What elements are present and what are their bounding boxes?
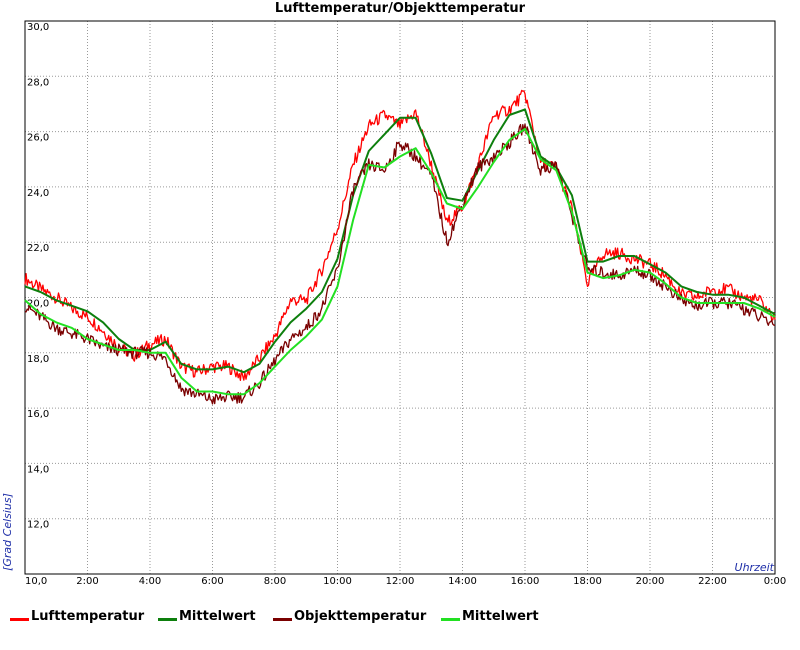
y-tick-label: 12,0	[27, 520, 49, 531]
x-tick-label: 16:00	[511, 576, 540, 587]
x-tick-label: 8:00	[264, 576, 286, 587]
y-tick-label: 28,0	[27, 77, 49, 88]
y-axis-label: [Grad Celsius]	[1, 493, 14, 571]
series-lines	[24, 89, 776, 405]
x-tick-label: 14:00	[448, 576, 477, 587]
legend-label: Mittelwert	[179, 608, 256, 624]
x-axis-label: Uhrzeit	[735, 561, 775, 574]
legend-label: Lufttemperatur	[31, 608, 145, 624]
legend-swatch-objekttemperatur	[273, 617, 292, 621]
y-tick-label: 18,0	[27, 354, 49, 365]
x-tick-label: 18:00	[573, 576, 602, 587]
y-axis-ticks: 12,0 14,0 16,0 18,0 20,0 22,0 24,0 26,0 28,0 30,0	[27, 22, 49, 531]
x-tick-label: 22:00	[698, 576, 727, 587]
legend: Lufttemperatur Mittelwert Objekttemperat…	[0, 606, 800, 630]
legend-swatch-mittelwert-2	[441, 617, 460, 621]
series-line-3	[24, 123, 776, 405]
grid-lines	[25, 21, 775, 574]
legend-item-mittelwert-2: Mittelwert	[441, 606, 539, 626]
legend-item-lufttemperatur: Lufttemperatur	[10, 606, 144, 626]
y-tick-label: 30,0	[27, 22, 49, 33]
legend-swatch-mittelwert-1	[158, 617, 177, 621]
y-tick-label: 14,0	[27, 464, 49, 475]
y-tick-label: 26,0	[27, 133, 49, 144]
y-tick-label: 20,0	[27, 299, 49, 310]
x-tick-label: 4:00	[139, 576, 161, 587]
legend-item-mittelwert-1: Mittelwert	[158, 606, 256, 626]
series-line-4	[24, 127, 776, 396]
x-tick-label: 12:00	[386, 576, 415, 587]
plot-frame	[24, 20, 776, 575]
chart-title: Lufttemperatur/Objekttemperatur	[275, 1, 526, 16]
y-tick-label: 16,0	[27, 409, 49, 420]
x-tick-label: 2:00	[76, 576, 98, 587]
x-tick-label: 0:00	[764, 576, 786, 587]
y-tick-label: 24,0	[27, 188, 49, 199]
x-axis-ticks: 10,0 2:00 4:00 6:00 8:00 10:00 12:00 14:00 16:00…	[25, 576, 786, 587]
x-tick-label: 20:00	[636, 576, 665, 587]
x-tick-label: 10,0	[25, 576, 47, 587]
y-tick-label: 22,0	[27, 243, 49, 254]
legend-swatch-lufttemperatur	[10, 617, 29, 621]
legend-label: Objekttemperatur	[294, 608, 427, 624]
x-tick-label: 6:00	[201, 576, 223, 587]
legend-item-objekttemperatur: Objekttemperatur	[273, 606, 426, 626]
x-tick-label: 10:00	[323, 576, 352, 587]
legend-label: Mittelwert	[462, 608, 539, 624]
